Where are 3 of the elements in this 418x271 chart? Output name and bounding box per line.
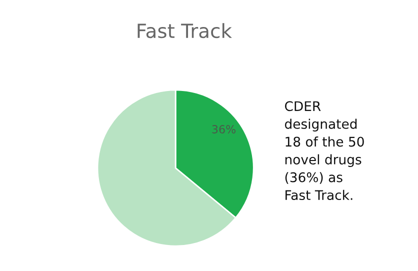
data-label: 36%: [212, 125, 236, 134]
chart-title: Fast Track: [138, 23, 232, 38]
text: CDER designated 18 of the 50 novel drugs (36%) as Fast Track.: [284, 101, 364, 200]
